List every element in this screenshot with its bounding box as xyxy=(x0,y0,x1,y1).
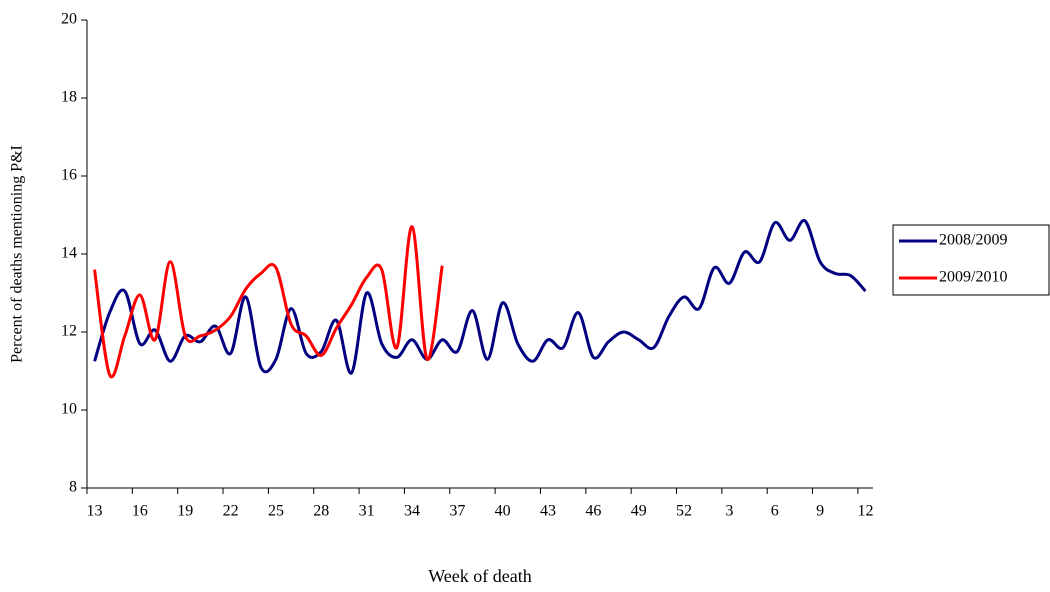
x-tick-label: 49 xyxy=(631,503,647,520)
y-tick-label: 18 xyxy=(61,89,77,106)
x-tick-label: 9 xyxy=(816,503,824,520)
legend-label: 2009/2010 xyxy=(939,269,1007,286)
x-tick-label: 46 xyxy=(585,503,601,520)
x-axis-label: Week of death xyxy=(428,566,532,586)
x-tick-label: 25 xyxy=(268,503,284,520)
x-tick-label: 52 xyxy=(676,503,692,520)
x-tick-label: 19 xyxy=(177,503,193,520)
x-tick-label: 34 xyxy=(404,503,420,520)
x-tick-label: 13 xyxy=(87,503,103,520)
x-tick-label: 43 xyxy=(540,503,556,520)
x-tick-label: 12 xyxy=(857,503,873,520)
series-line xyxy=(93,219,867,375)
legend-box xyxy=(892,224,1050,296)
x-tick-label: 3 xyxy=(725,503,733,520)
legend-label: 2008/2009 xyxy=(939,232,1007,249)
series-line xyxy=(93,225,444,379)
x-tick-label: 28 xyxy=(313,503,329,520)
y-tick-label: 16 xyxy=(61,167,77,184)
y-tick-label: 12 xyxy=(61,323,77,340)
y-tick-label: 20 xyxy=(61,11,77,28)
x-tick-label: 22 xyxy=(223,503,239,520)
y-tick-label: 14 xyxy=(61,245,77,262)
y-axis-label: Percent of deaths mentioning P&I xyxy=(9,145,26,363)
x-tick-label: 6 xyxy=(771,503,779,520)
y-tick-label: 10 xyxy=(61,401,77,418)
y-tick-label: 8 xyxy=(69,479,77,496)
x-tick-label: 31 xyxy=(359,503,375,520)
x-tick-label: 16 xyxy=(132,503,148,520)
x-tick-label: 37 xyxy=(449,503,465,520)
x-tick-label: 40 xyxy=(495,503,511,520)
